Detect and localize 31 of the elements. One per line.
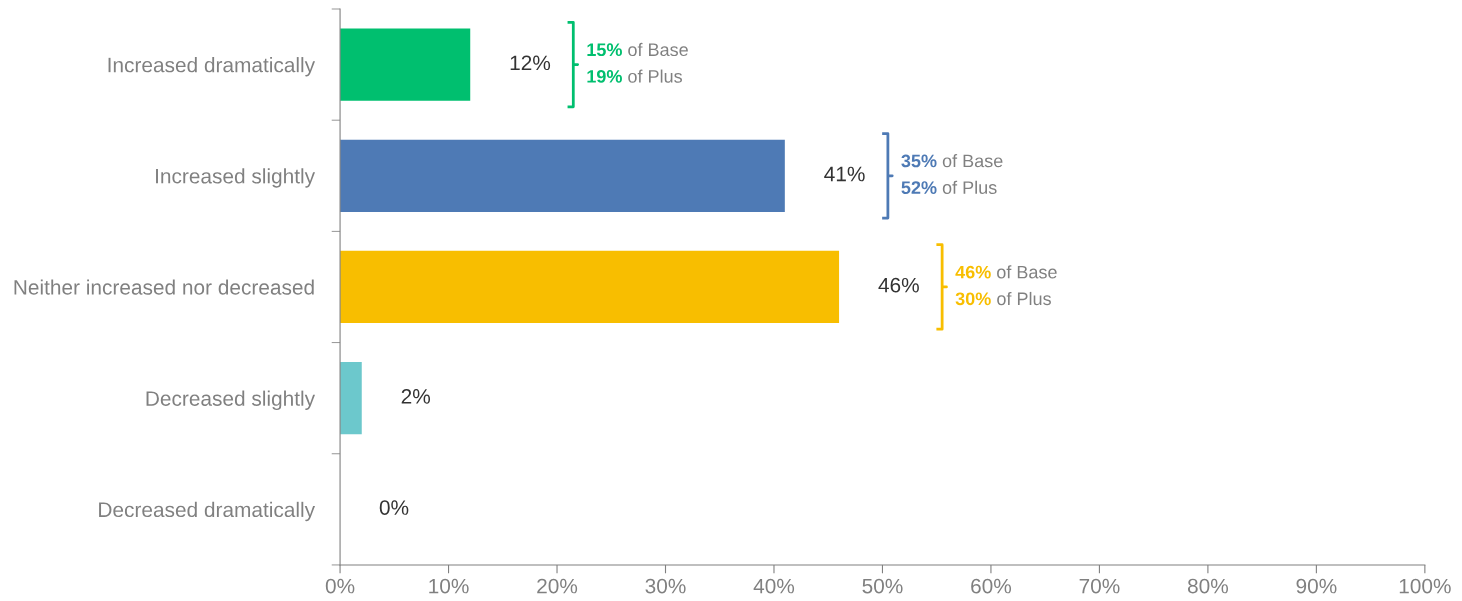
x-tick-label: 0%: [325, 578, 355, 594]
x-tick-label: 10%: [429, 578, 469, 594]
data-label: 0%: [379, 500, 409, 515]
x-tick-label: 60%: [971, 578, 1012, 594]
annotation: 52% of Plus: [901, 180, 997, 194]
data-label: 46%: [878, 277, 919, 293]
bar: [340, 362, 362, 435]
annotation: 19% of Plus: [587, 69, 682, 83]
x-tick-label: 70%: [1079, 578, 1120, 594]
x-tick-label: 20%: [537, 578, 578, 594]
x-tick-label: 30%: [645, 578, 686, 594]
y-tick-label: Decreased slightly: [146, 390, 316, 411]
data-label: 2%: [401, 389, 431, 404]
bar: [340, 250, 840, 324]
y-tick-label: Increased dramatically: [108, 57, 316, 77]
y-tick-label: Increased slightly: [156, 168, 316, 188]
data-label: 12%: [510, 55, 551, 71]
bar: [340, 28, 471, 101]
annotation: 35% of Base: [901, 154, 1003, 168]
annotation: 46% of Base: [955, 265, 1057, 279]
annotation: 30% of Plus: [955, 291, 1051, 306]
x-tick-label: 90%: [1296, 578, 1337, 594]
annotation: 15% of Base: [587, 42, 688, 57]
x-tick-label: 100%: [1399, 578, 1451, 594]
y-tick-label: Neither increased nor decreased: [14, 279, 314, 295]
x-tick-label: 50%: [862, 578, 903, 594]
x-tick-label: 80%: [1187, 578, 1229, 594]
x-tick-label: 40%: [753, 578, 795, 594]
y-tick-label: Decreased dramatically: [99, 501, 316, 522]
data-label: 41%: [824, 166, 865, 182]
bar: [340, 139, 785, 212]
